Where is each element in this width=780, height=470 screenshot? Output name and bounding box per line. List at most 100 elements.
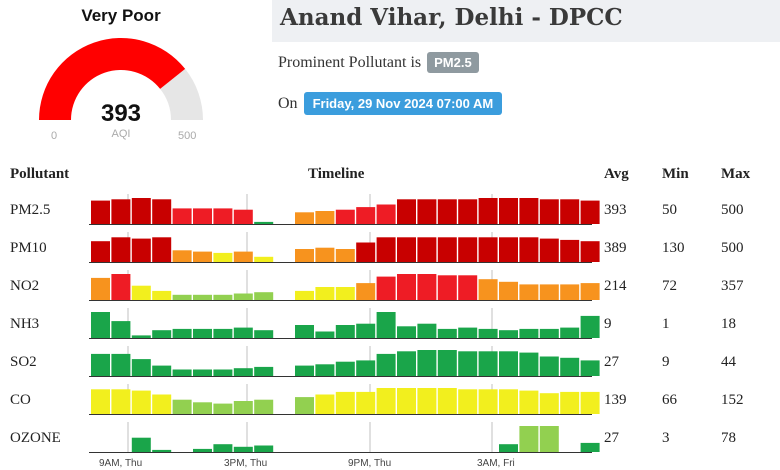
timeline-bar[interactable] [295, 212, 314, 224]
timeline-bar[interactable] [519, 328, 539, 338]
timeline-bar[interactable] [499, 237, 518, 262]
timeline-bar[interactable] [295, 290, 314, 300]
timeline-bar[interactable] [111, 274, 131, 300]
timeline-bar[interactable] [131, 198, 151, 224]
timeline-bar[interactable] [335, 209, 355, 224]
timeline-bar[interactable] [91, 200, 110, 224]
timeline-bar[interactable] [376, 237, 396, 262]
timeline-bar[interactable] [254, 330, 274, 338]
timeline-bar[interactable] [213, 294, 233, 300]
timeline-bar[interactable] [131, 335, 151, 338]
timeline-bar[interactable] [91, 312, 110, 338]
timeline-bar[interactable] [152, 449, 172, 452]
timeline-bar[interactable] [152, 330, 172, 338]
timeline-bar[interactable] [193, 208, 212, 224]
timeline-bar[interactable] [580, 283, 600, 300]
timeline-bar[interactable] [376, 353, 396, 376]
timeline-bar[interactable] [254, 221, 274, 224]
timeline-bar[interactable] [152, 394, 172, 415]
timeline-bar[interactable] [417, 350, 437, 376]
timeline-bar[interactable] [111, 199, 131, 224]
timeline-bar[interactable] [315, 394, 335, 415]
timeline-bar[interactable] [519, 198, 539, 224]
timeline-bar[interactable] [499, 351, 518, 376]
timeline-bar[interactable] [539, 284, 559, 300]
timeline-bar[interactable] [233, 293, 253, 301]
timeline-bar[interactable] [437, 328, 457, 338]
timeline-bar[interactable] [397, 199, 416, 224]
timeline-bar[interactable] [335, 287, 355, 300]
timeline-bar[interactable] [111, 321, 131, 338]
timeline-bar[interactable] [193, 251, 212, 262]
timeline-bar[interactable] [417, 199, 437, 224]
timeline-bar[interactable] [315, 331, 335, 339]
timeline-bar[interactable] [315, 287, 335, 300]
timeline-bar[interactable] [111, 237, 131, 262]
timeline-bar[interactable] [539, 426, 559, 452]
timeline-bar[interactable] [213, 369, 233, 377]
timeline-bar[interactable] [172, 294, 192, 300]
timeline-bar[interactable] [254, 366, 274, 376]
timeline-bar[interactable] [519, 284, 539, 300]
timeline-bar[interactable] [254, 292, 274, 300]
timeline-bar[interactable] [233, 368, 253, 376]
timeline-bar[interactable] [417, 388, 437, 414]
timeline-bar[interactable] [458, 275, 478, 300]
timeline-bar[interactable] [131, 437, 151, 452]
timeline-bar[interactable] [397, 326, 416, 338]
timeline-bar[interactable] [478, 279, 498, 300]
timeline-bar[interactable] [580, 241, 600, 262]
timeline-bar[interactable] [539, 238, 559, 262]
timeline-bar[interactable] [539, 328, 559, 338]
timeline-bar[interactable] [193, 402, 212, 414]
timeline-bar[interactable] [560, 391, 580, 414]
timeline-bar[interactable] [315, 364, 335, 376]
timeline-bar[interactable] [172, 369, 192, 377]
timeline-bar[interactable] [172, 250, 192, 262]
timeline-bar[interactable] [335, 361, 355, 376]
timeline-bar[interactable] [315, 211, 335, 224]
timeline-bar[interactable] [458, 389, 478, 414]
timeline-bar[interactable] [397, 274, 416, 300]
timeline-bar[interactable] [437, 350, 457, 376]
timeline-bar[interactable] [580, 315, 600, 338]
timeline-bar[interactable] [254, 445, 274, 453]
timeline-bar[interactable] [519, 352, 539, 376]
timeline-bar[interactable] [499, 281, 518, 300]
timeline-bar[interactable] [152, 365, 172, 376]
timeline-bar[interactable] [233, 251, 253, 262]
timeline-bar[interactable] [560, 357, 580, 376]
timeline-bar[interactable] [213, 328, 233, 338]
timeline-bar[interactable] [193, 294, 212, 300]
timeline-bar[interactable] [458, 199, 478, 224]
timeline-bar[interactable] [560, 239, 580, 262]
timeline-bar[interactable] [376, 276, 396, 300]
timeline-bar[interactable] [335, 391, 355, 414]
timeline-bar[interactable] [376, 204, 396, 225]
timeline-bar[interactable] [478, 198, 498, 224]
timeline-bar[interactable] [539, 199, 559, 224]
timeline-bar[interactable] [437, 199, 457, 224]
timeline-bar[interactable] [437, 388, 457, 414]
timeline-bar[interactable] [295, 397, 314, 414]
timeline-bar[interactable] [91, 353, 110, 376]
timeline-bar[interactable] [152, 290, 172, 300]
timeline-bar[interactable] [519, 390, 539, 414]
timeline-bar[interactable] [193, 328, 212, 338]
timeline-bar[interactable] [172, 399, 192, 414]
timeline-bar[interactable] [397, 351, 416, 376]
timeline-bar[interactable] [295, 325, 314, 338]
timeline-bar[interactable] [437, 275, 457, 300]
timeline-bar[interactable] [499, 330, 518, 338]
timeline-bar[interactable] [111, 389, 131, 414]
timeline-bar[interactable] [172, 328, 192, 338]
timeline-bar[interactable] [560, 284, 580, 300]
timeline-bar[interactable] [417, 237, 437, 262]
timeline-bar[interactable] [131, 390, 151, 414]
timeline-bar[interactable] [499, 389, 518, 414]
timeline-bar[interactable] [397, 237, 416, 262]
timeline-bar[interactable] [478, 328, 498, 338]
timeline-bar[interactable] [233, 401, 253, 414]
timeline-bar[interactable] [131, 238, 151, 262]
timeline-bar[interactable] [478, 389, 498, 414]
